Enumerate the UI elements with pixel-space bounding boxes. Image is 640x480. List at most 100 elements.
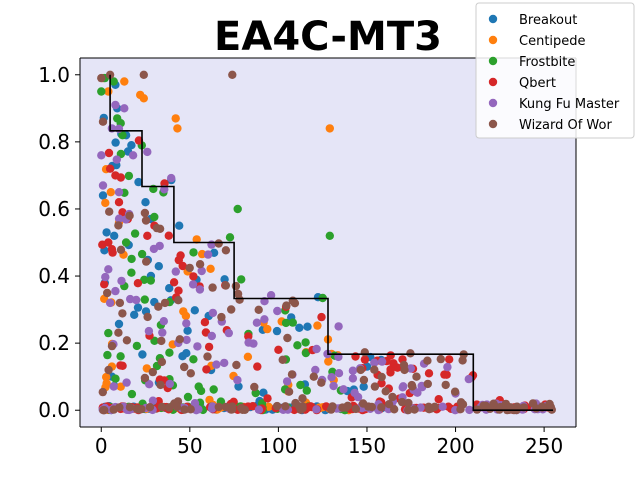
- data-point: [114, 221, 123, 230]
- data-point: [179, 307, 188, 316]
- legend-label: Wizard Of Wor: [519, 118, 612, 133]
- data-point: [186, 405, 195, 414]
- data-point: [224, 328, 233, 338]
- data-point: [238, 405, 247, 414]
- data-point: [139, 70, 148, 80]
- data-point: [217, 312, 226, 322]
- data-point: [244, 338, 253, 347]
- data-point: [274, 345, 283, 354]
- x-tick-label: 0: [95, 434, 108, 458]
- data-point: [208, 308, 218, 318]
- data-point: [327, 373, 336, 382]
- data-point: [182, 319, 191, 328]
- data-point: [458, 356, 467, 365]
- data-point: [263, 394, 272, 403]
- data-point: [148, 367, 157, 377]
- data-point: [231, 281, 241, 291]
- data-point: [444, 402, 453, 411]
- data-point: [101, 198, 110, 208]
- data-point: [311, 365, 320, 375]
- chart-title: EA4C-MT3: [214, 14, 442, 60]
- data-point: [115, 403, 124, 412]
- data-point: [406, 349, 415, 358]
- data-point: [192, 235, 201, 244]
- data-point: [200, 318, 210, 327]
- data-point: [225, 233, 235, 242]
- data-point: [164, 231, 173, 240]
- y-tick-label: 0.4: [38, 264, 70, 288]
- data-point: [104, 265, 113, 274]
- data-point: [359, 382, 368, 391]
- data-point: [125, 211, 134, 220]
- data-point: [114, 214, 124, 223]
- data-point: [109, 382, 118, 391]
- data-point: [220, 358, 229, 368]
- data-point: [214, 402, 223, 412]
- data-point: [423, 379, 432, 389]
- data-point: [137, 249, 147, 259]
- data-point: [114, 198, 124, 207]
- data-point: [143, 147, 152, 157]
- data-point: [154, 302, 163, 311]
- data-point: [317, 312, 326, 322]
- data-point: [157, 336, 166, 346]
- data-point: [173, 124, 182, 133]
- data-point: [101, 272, 110, 282]
- data-point: [443, 362, 452, 372]
- data-point: [397, 397, 407, 407]
- data-point: [272, 401, 282, 411]
- data-point: [386, 351, 395, 360]
- data-point: [171, 267, 180, 276]
- data-point: [182, 349, 191, 358]
- data-point: [180, 405, 189, 414]
- data-point: [111, 138, 120, 147]
- step-line: [109, 74, 553, 412]
- data-point: [180, 362, 189, 372]
- data-point: [142, 257, 151, 266]
- data-point: [165, 284, 174, 293]
- data-point: [233, 204, 242, 214]
- data-point: [298, 394, 307, 403]
- data-point: [353, 392, 363, 402]
- legend-label: Centipede: [519, 34, 586, 49]
- data-point: [143, 231, 152, 240]
- data-point: [440, 370, 449, 379]
- data-point: [325, 231, 334, 240]
- data-point: [313, 321, 322, 330]
- data-point: [112, 155, 122, 164]
- data-point: [103, 288, 112, 298]
- data-point: [423, 356, 432, 365]
- data-point: [303, 322, 312, 331]
- data-point: [185, 263, 194, 273]
- data-point: [102, 372, 111, 382]
- y-tick-label: 0.2: [38, 331, 70, 355]
- data-point: [243, 352, 253, 361]
- data-point: [116, 361, 125, 370]
- data-point: [154, 262, 163, 271]
- data-point: [287, 370, 297, 379]
- legend-marker: [488, 14, 498, 24]
- data-point: [111, 374, 120, 383]
- data-point: [228, 70, 237, 80]
- legend-marker: [488, 119, 498, 129]
- data-point: [140, 208, 150, 218]
- data-point: [390, 405, 399, 414]
- data-point: [118, 131, 127, 140]
- data-point: [160, 298, 170, 308]
- data-point: [128, 151, 138, 160]
- data-point: [334, 322, 343, 331]
- data-point: [438, 402, 447, 411]
- data-point: [189, 248, 198, 257]
- data-point: [324, 357, 333, 366]
- data-point: [278, 355, 287, 364]
- data-point: [400, 365, 409, 375]
- data-point: [485, 404, 495, 413]
- data-point: [232, 360, 241, 370]
- series-wizard-of-wor: [97, 70, 556, 415]
- data-point: [120, 77, 129, 86]
- data-point: [135, 405, 144, 414]
- data-point: [205, 395, 214, 405]
- legend-marker: [488, 56, 498, 66]
- data-point: [359, 375, 369, 385]
- data-point: [188, 280, 198, 289]
